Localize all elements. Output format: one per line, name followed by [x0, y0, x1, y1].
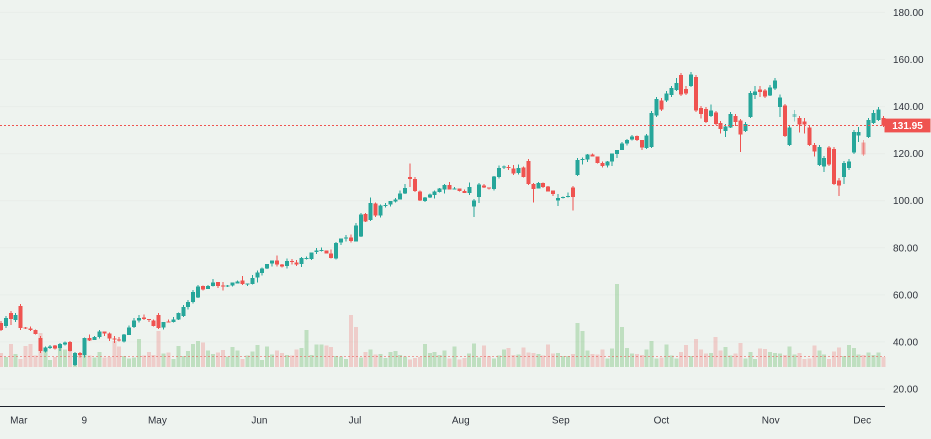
svg-text:131.95: 131.95: [892, 121, 923, 132]
svg-text:20.00: 20.00: [893, 385, 918, 396]
svg-text:120.00: 120.00: [893, 149, 924, 160]
svg-text:Mar: Mar: [10, 416, 28, 427]
svg-text:Aug: Aug: [452, 416, 470, 427]
svg-text:Jul: Jul: [349, 416, 362, 427]
svg-text:40.00: 40.00: [893, 337, 918, 348]
svg-text:60.00: 60.00: [893, 290, 918, 301]
svg-text:Nov: Nov: [762, 416, 780, 427]
svg-text:140.00: 140.00: [893, 102, 924, 113]
svg-text:80.00: 80.00: [893, 243, 918, 254]
svg-text:180.00: 180.00: [893, 8, 924, 19]
svg-text:May: May: [148, 416, 167, 427]
svg-text:Oct: Oct: [654, 416, 670, 427]
svg-text:100.00: 100.00: [893, 196, 924, 207]
svg-text:9: 9: [82, 416, 88, 427]
svg-text:160.00: 160.00: [893, 55, 924, 66]
svg-text:Dec: Dec: [853, 416, 871, 427]
svg-text:Sep: Sep: [552, 416, 570, 427]
svg-text:Jun: Jun: [251, 416, 267, 427]
